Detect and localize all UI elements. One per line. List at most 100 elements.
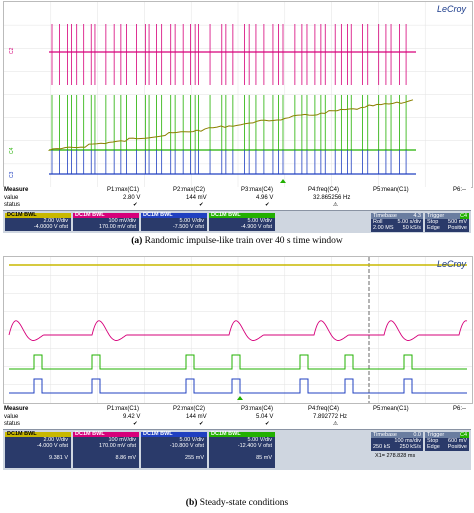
p5-header[interactable]: P5:mean(C1) <box>373 406 409 412</box>
channel-bar-a: DC1M BWL 2.00 V/div -4.0000 V ofst DC1M B… <box>3 210 471 233</box>
timebase-box-a[interactable]: Timebase 4.3 Roll 5.00 s/div 2.00 MS 50 … <box>371 213 423 232</box>
trigger-channel: C4 <box>459 213 469 219</box>
channel-c4-box[interactable]: DC1M BWL 5.00 V/div -12.400 V ofst 85 mV <box>209 431 275 468</box>
c1-header: DC1M BWL <box>5 431 71 437</box>
p3-value: 4.96 V <box>256 194 274 201</box>
p4-header[interactable]: P4:freq(C4) <box>308 187 340 193</box>
waveform-plot-b <box>4 257 472 403</box>
p1-header[interactable]: P1:max(C1) <box>107 187 140 193</box>
caption-letter: (a) <box>131 236 143 246</box>
c2-vdiv: 100 mV/div <box>108 437 136 443</box>
trigger-label: Trigger <box>427 432 445 438</box>
p4-warning-icon: ⚠ <box>333 421 338 427</box>
sample-count: 2.00 MS <box>373 225 394 231</box>
c2-header: DC1M BWL <box>73 212 139 218</box>
c4-offset: -12.400 V ofst <box>237 443 272 450</box>
c3-cursor-value: 255 mV <box>185 454 204 461</box>
p6-header[interactable]: P6:-- <box>453 187 467 193</box>
caption-text: Randomic impulse-like train over 40 s ti… <box>144 236 343 246</box>
caption-letter: (b) <box>185 498 198 508</box>
c1-offset: -4.0000 V ofst <box>33 224 68 231</box>
trigger-slope: Positive <box>447 225 467 231</box>
p1-status-icon: ✔ <box>133 421 138 427</box>
sample-rate: 250 kS/s <box>399 444 421 450</box>
measure-value-row: value 9.42 V 144 mV 5.04 V 7.892772 Hz <box>3 414 471 422</box>
c3-offset: -7.500 V ofst <box>172 224 204 231</box>
c4-offset: -4.900 V ofst <box>240 224 272 231</box>
p2-value: 144 mV <box>186 194 207 201</box>
c2-header: DC1M BWL <box>73 431 139 437</box>
c1-vdiv: 2.00 V/div <box>43 218 68 224</box>
p2-value: 144 mV <box>186 413 207 420</box>
measure-value-row: value 2.80 V 144 mV 4.96 V 32.865256 Hz <box>3 195 471 203</box>
channel-c1-box[interactable]: DC1M BWL 2.00 V/div -4.000 V ofst 9.381 V <box>5 431 71 468</box>
trigger-type: Edge <box>427 225 440 231</box>
timebase-label: Timebase <box>373 213 397 219</box>
p6-header[interactable]: P6:-- <box>453 406 467 412</box>
caption-b: (b) Steady-state conditions <box>0 498 474 508</box>
trigger-marker <box>237 396 243 400</box>
trigger-mode: Stop <box>427 219 439 225</box>
p5-header[interactable]: P5:mean(C1) <box>373 187 409 193</box>
c4-cursor-value: 85 mV <box>256 454 272 461</box>
p2-header[interactable]: P2:max(C2) <box>173 187 206 193</box>
timebase-label: Timebase <box>373 432 397 438</box>
scope-panel-b: LeCroy Measure P1:max(C1) P2:max(C2) P3:… <box>0 255 474 513</box>
trigger-marker <box>280 179 286 183</box>
trigger-box-b[interactable]: Trigger C4 Stop 600 mV Edge Positive <box>425 432 469 451</box>
channel-c2-box[interactable]: DC1M BWL 100 mV/div 170.00 mV ofst 8.86 mV <box>73 431 139 468</box>
c1-vdiv: 2.00 V/div <box>43 437 68 443</box>
c3-offset: -10.800 V ofst <box>169 443 204 450</box>
caption-text: Steady-state conditions <box>199 498 289 508</box>
timebase-pos: 4.3 <box>413 213 421 219</box>
cursor-readout: X1= 278.828 ms <box>375 453 416 459</box>
p4-header[interactable]: P4:freq(C4) <box>308 406 340 412</box>
p1-header[interactable]: P1:max(C1) <box>107 406 140 412</box>
status-label: status <box>4 202 21 208</box>
c2-offset: 170.00 mV ofst <box>99 224 136 231</box>
c1-cursor-value: 9.381 V <box>49 454 68 461</box>
c4-vdiv: 5.00 V/div <box>247 437 272 443</box>
p1-value: 9.42 V <box>123 413 141 420</box>
c2-vdiv: 100 mV/div <box>108 218 136 224</box>
waveform-display-b: LeCroy <box>3 256 473 404</box>
p1-value: 2.80 V <box>123 194 141 201</box>
time-per-div: 100 ms/div <box>394 438 421 444</box>
channel-c3-box[interactable]: DC1M BWL 5.00 V/div -7.500 V ofst <box>141 212 207 231</box>
channel-c1-box[interactable]: DC1M BWL 2.00 V/div -4.0000 V ofst <box>5 212 71 231</box>
brand-logo: LeCroy <box>436 259 466 269</box>
time-per-div: 5.00 s/div <box>397 219 421 225</box>
p4-value: 7.892772 Hz <box>313 413 348 420</box>
p3-status-icon: ✔ <box>265 421 270 427</box>
c4-vdiv: 5.00 V/div <box>247 218 272 224</box>
status-label: status <box>4 421 21 427</box>
channel-c3-box[interactable]: DC1M BWL 5.00 V/div -10.800 V ofst 255 mV <box>141 431 207 468</box>
channel-bar-b: DC1M BWL 2.00 V/div -4.000 V ofst 9.381 V … <box>3 429 471 470</box>
roll-mode: Roll <box>373 219 383 225</box>
p4-warning-icon: ⚠ <box>333 202 338 208</box>
trace-label: C2 <box>9 47 15 54</box>
p2-status-icon: ✔ <box>199 202 204 208</box>
p3-value: 5.04 V <box>256 413 274 420</box>
measure-table-b: Measure P1:max(C1) P2:max(C2) P3:max(C4)… <box>3 406 471 429</box>
trigger-box-a[interactable]: Trigger C4 Stop 500 mV Edge Positive <box>425 213 469 232</box>
measure-label: Measure <box>4 187 29 193</box>
brand-logo: LeCroy <box>436 4 466 14</box>
timebase-pos: 0.0 <box>413 432 421 438</box>
measure-table-a: Measure P1:max(C1) P2:max(C2) P3:max(C4)… <box>3 187 471 210</box>
c3-vdiv: 5.00 V/div <box>179 437 204 443</box>
scope-panel-a: C2 C4 C3 LeCroy Measure P1:max(C1) P2:max(… <box>0 0 474 246</box>
timebase-box-b[interactable]: Timebase 0.0 100 ms/div 250 kS 250 kS/s <box>371 432 423 451</box>
p3-status-icon: ✔ <box>265 202 270 208</box>
measure-header-row: Measure P1:max(C1) P2:max(C2) P3:max(C4)… <box>3 406 471 414</box>
trigger-type: Edge <box>427 444 440 450</box>
trigger-slope: Positive <box>447 444 467 450</box>
p3-header[interactable]: P3:max(C4) <box>241 187 274 193</box>
channel-c2-box[interactable]: DC1M BWL 100 mV/div 170.00 mV ofst <box>73 212 139 231</box>
channel-c4-box[interactable]: DC1M BWL 5.00 V/div -4.900 V ofst <box>209 212 275 231</box>
p3-header[interactable]: P3:max(C4) <box>241 406 274 412</box>
sample-count: 250 kS <box>373 444 391 450</box>
p2-header[interactable]: P2:max(C2) <box>173 406 206 412</box>
p1-status-icon: ✔ <box>133 202 138 208</box>
measure-label: Measure <box>4 406 29 412</box>
